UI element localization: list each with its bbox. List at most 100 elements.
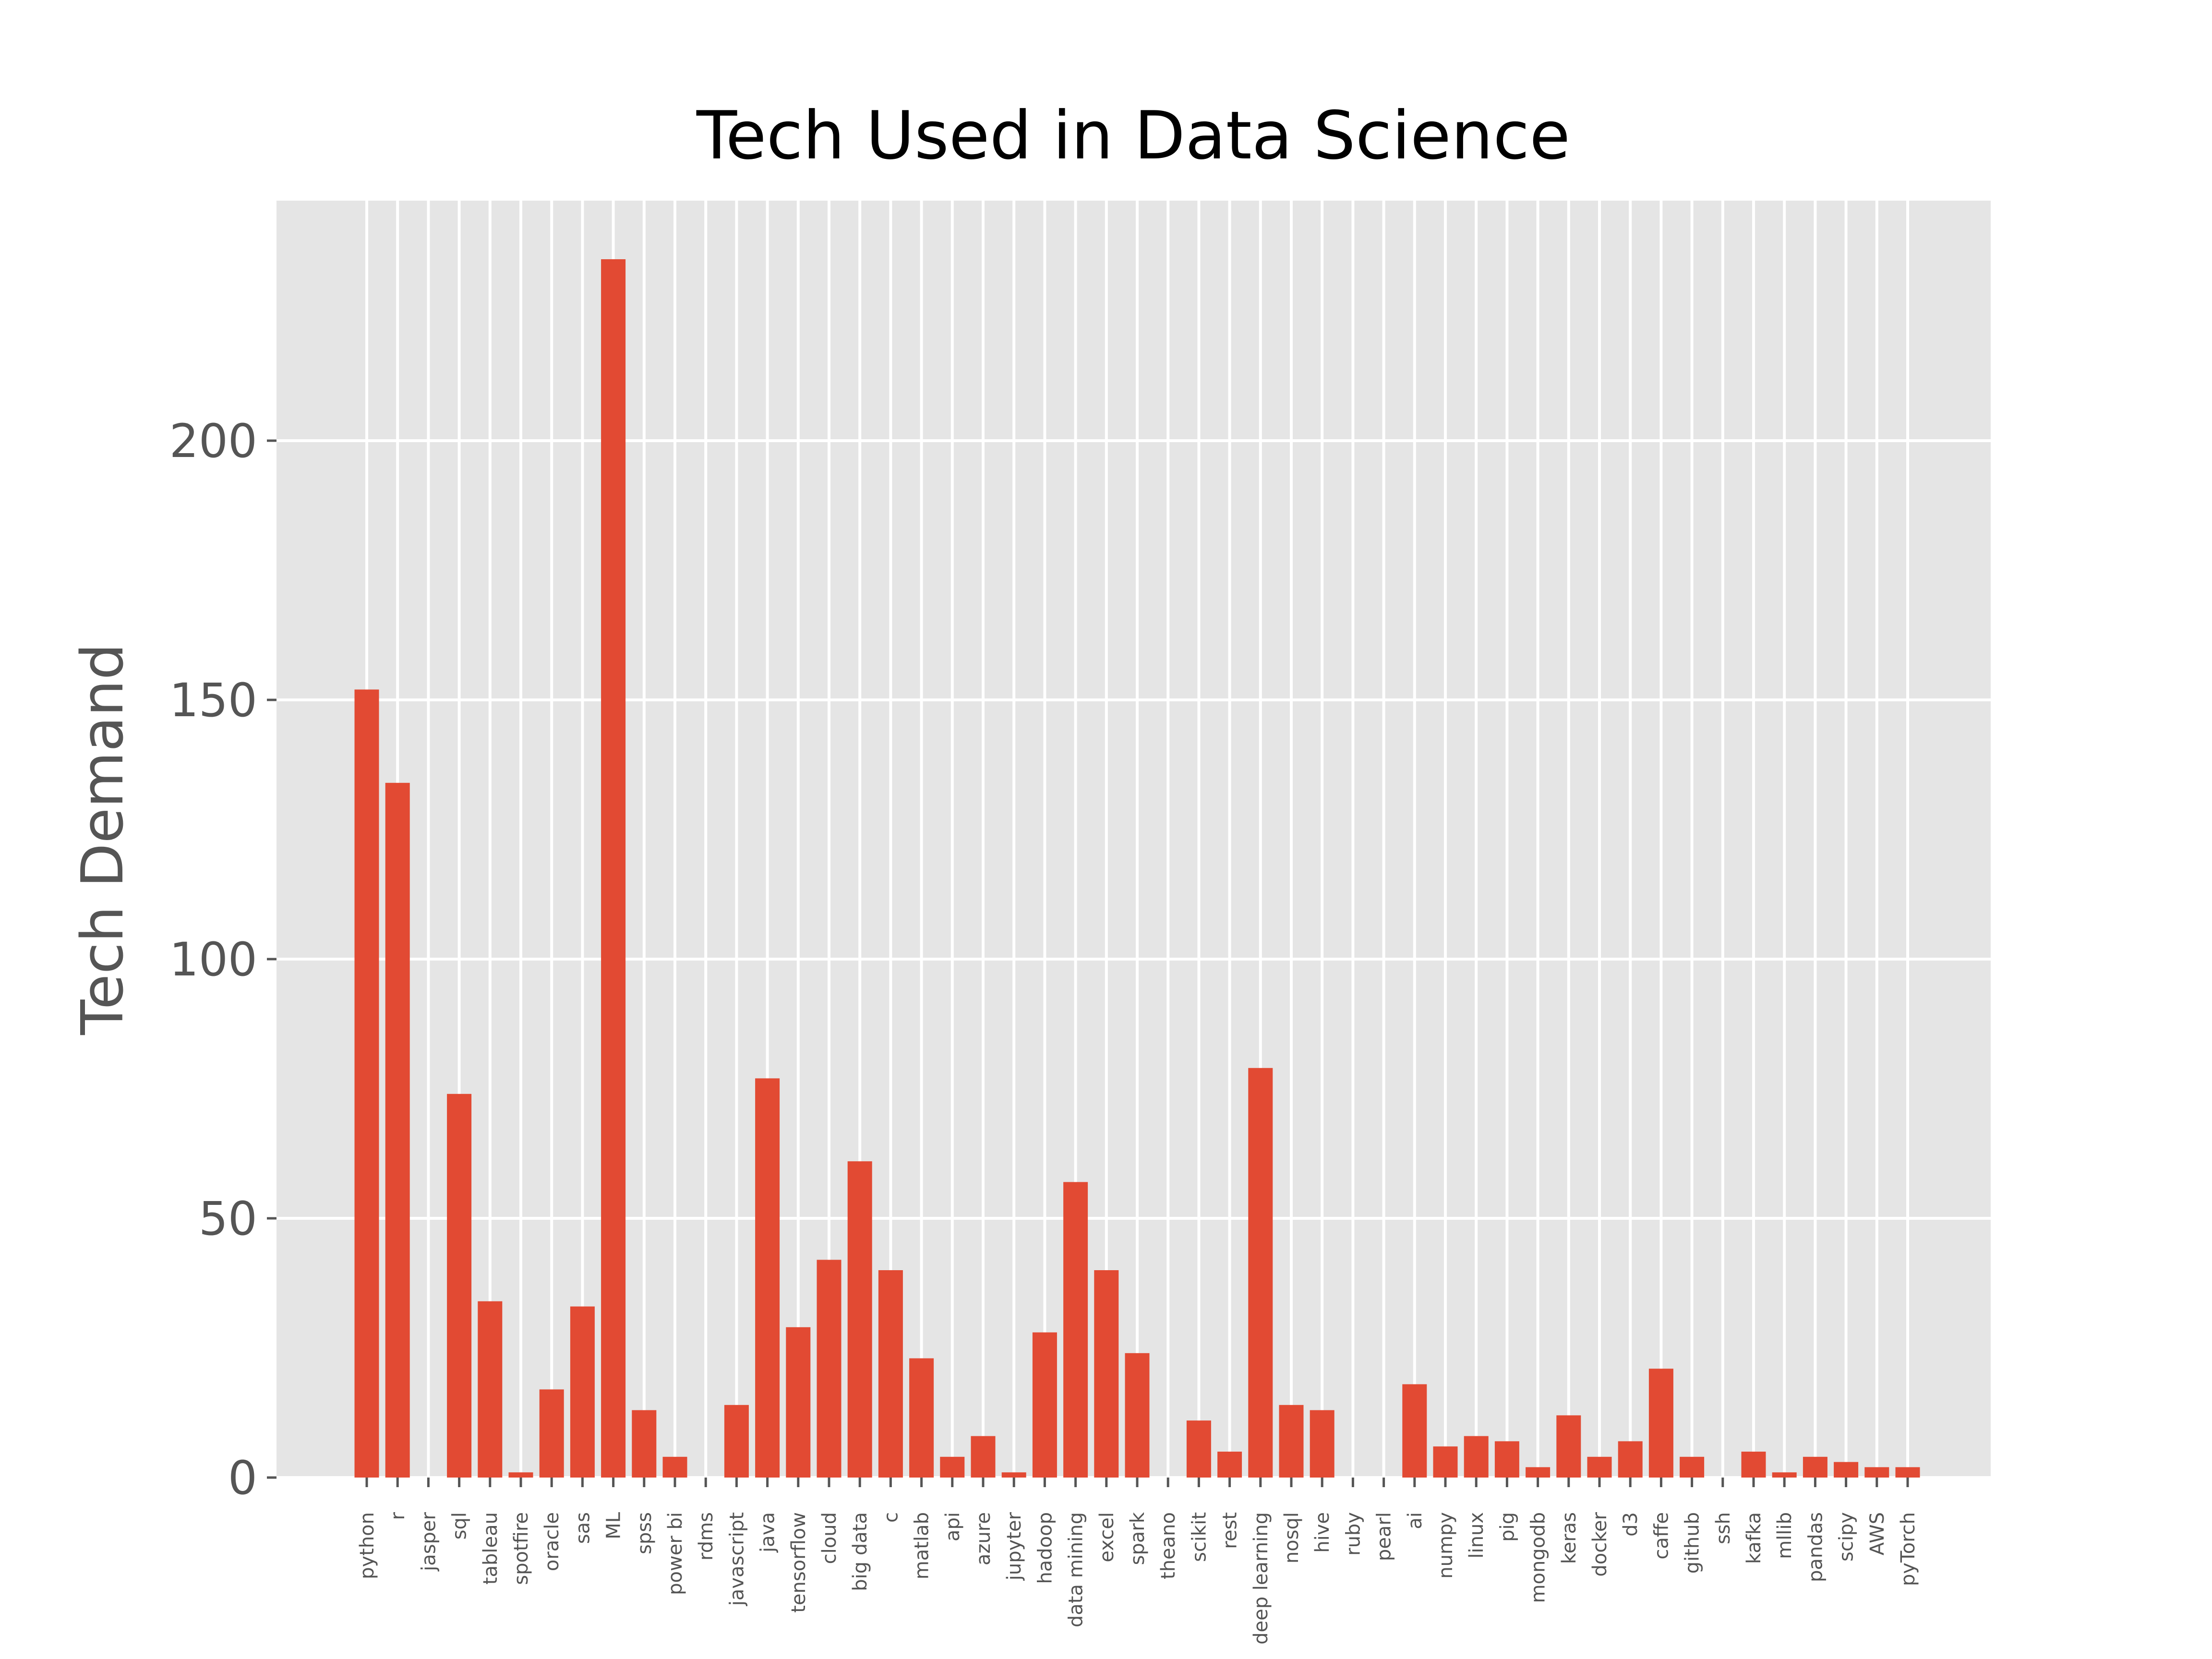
x-tick-label: mllib	[1774, 1512, 1796, 1559]
x-tick-label: power bi	[664, 1512, 686, 1595]
bar-pytorch	[1895, 1467, 1920, 1478]
y-tick-label: 50	[199, 1192, 257, 1246]
x-tick-label: spss	[634, 1512, 656, 1554]
x-tick-label: pyTorch	[1897, 1512, 1919, 1586]
bar-aws	[1864, 1467, 1889, 1478]
x-tick-label: scipy	[1836, 1512, 1858, 1562]
bar-mllib	[1772, 1472, 1797, 1478]
bar-power-bi	[662, 1456, 687, 1478]
x-axis: python r jasper sql tableau spotfire oracle sas…	[356, 1478, 1919, 1645]
x-tick-label: tensorflow	[788, 1512, 810, 1613]
bar-ai	[1402, 1384, 1427, 1478]
chart-title: Tech Used in Data Science	[696, 97, 1570, 174]
bar-python	[354, 689, 379, 1478]
x-tick-label: AWS	[1866, 1512, 1888, 1555]
x-tick-label: ruby	[1342, 1512, 1364, 1556]
x-tick-label: mongodb	[1527, 1512, 1550, 1603]
bar-c	[878, 1270, 903, 1478]
x-tick-label: sas	[572, 1512, 594, 1544]
bar-docker	[1587, 1456, 1612, 1478]
bar-jupyter	[1001, 1472, 1026, 1478]
x-tick-label: hive	[1311, 1512, 1334, 1553]
bar-nosql	[1279, 1405, 1304, 1478]
bar-caffe	[1648, 1369, 1673, 1478]
bar-r	[385, 782, 410, 1478]
bar-oracle	[539, 1389, 564, 1478]
x-tick-label: r	[387, 1512, 409, 1520]
x-tick-label: oracle	[541, 1512, 563, 1571]
bar-sas	[570, 1306, 595, 1478]
x-tick-label: numpy	[1435, 1512, 1457, 1579]
bar-spotfire	[508, 1472, 533, 1478]
y-axis-label: Tech Demand	[70, 643, 136, 1035]
x-tick-label: jupyter	[1003, 1512, 1025, 1581]
x-tick-label: theano	[1157, 1512, 1179, 1579]
y-axis: 0 50 100 150 200	[169, 414, 276, 1505]
bar-d3	[1618, 1441, 1643, 1478]
x-tick-label: javascript	[726, 1512, 748, 1606]
x-tick-label: pearl	[1373, 1512, 1395, 1561]
bar-matlab	[909, 1358, 934, 1478]
bar-kafka	[1741, 1452, 1766, 1478]
x-tick-label: pig	[1496, 1512, 1518, 1542]
bar-pandas	[1803, 1456, 1827, 1478]
x-tick-label: c	[880, 1512, 902, 1523]
x-tick-label: azure	[973, 1512, 995, 1565]
bar-numpy	[1433, 1446, 1458, 1478]
bar-mongodb	[1526, 1467, 1551, 1478]
x-tick-label: github	[1682, 1512, 1704, 1574]
x-tick-label: data mining	[1065, 1512, 1087, 1627]
x-tick-label: pandas	[1804, 1512, 1827, 1582]
bar-big-data	[847, 1161, 872, 1478]
bar-java	[755, 1078, 780, 1478]
y-tick-label: 0	[228, 1451, 257, 1505]
bar-github	[1680, 1456, 1705, 1478]
bar-scipy	[1834, 1462, 1859, 1478]
x-tick-label: hadoop	[1034, 1512, 1056, 1584]
x-tick-label: tableau	[480, 1512, 502, 1585]
bar-keras	[1556, 1415, 1581, 1478]
x-tick-label: rest	[1219, 1512, 1241, 1549]
bar-excel	[1094, 1270, 1119, 1478]
x-tick-label: linux	[1466, 1512, 1488, 1559]
x-tick-label: api	[942, 1512, 964, 1541]
bar-scikit	[1186, 1420, 1211, 1478]
bar-azure	[971, 1436, 996, 1478]
bar-rest	[1217, 1452, 1242, 1478]
x-tick-label: spark	[1127, 1512, 1149, 1565]
x-tick-label: caffe	[1650, 1512, 1672, 1560]
x-tick-label: keras	[1558, 1512, 1580, 1564]
bar-spss	[632, 1410, 657, 1478]
x-tick-label: deep learning	[1250, 1512, 1272, 1645]
y-tick-label: 200	[169, 414, 257, 468]
bar-linux	[1464, 1436, 1489, 1478]
x-tick-label: d3	[1620, 1512, 1642, 1537]
x-tick-label: cloud	[818, 1512, 841, 1564]
x-tick-label: nosql	[1281, 1512, 1303, 1563]
x-tick-label: docker	[1589, 1512, 1611, 1576]
x-tick-label: ML	[603, 1512, 625, 1539]
x-tick-label: ai	[1404, 1512, 1426, 1529]
x-tick-label: java	[757, 1512, 779, 1553]
x-tick-label: matlab	[911, 1512, 933, 1579]
bar-hive	[1310, 1410, 1334, 1478]
x-tick-label: sql	[449, 1512, 471, 1539]
bar-api	[940, 1456, 965, 1478]
x-tick-label: rdms	[695, 1512, 717, 1561]
bar-sql	[447, 1094, 472, 1478]
bar-deep-learning	[1248, 1068, 1273, 1478]
x-tick-label: kafka	[1743, 1512, 1765, 1564]
bar-hadoop	[1032, 1332, 1057, 1478]
bar-data-mining	[1063, 1182, 1088, 1478]
bar-spark	[1125, 1353, 1150, 1478]
x-tick-label: big data	[849, 1512, 871, 1591]
bars	[354, 259, 1920, 1478]
bar-pig	[1494, 1441, 1519, 1478]
bar-cloud	[817, 1260, 842, 1478]
x-tick-label: spotfire	[510, 1512, 532, 1585]
x-tick-label: scikit	[1188, 1512, 1210, 1562]
plot-area	[276, 201, 1991, 1478]
bar-tableau	[478, 1301, 503, 1478]
bar-javascript	[724, 1405, 749, 1478]
